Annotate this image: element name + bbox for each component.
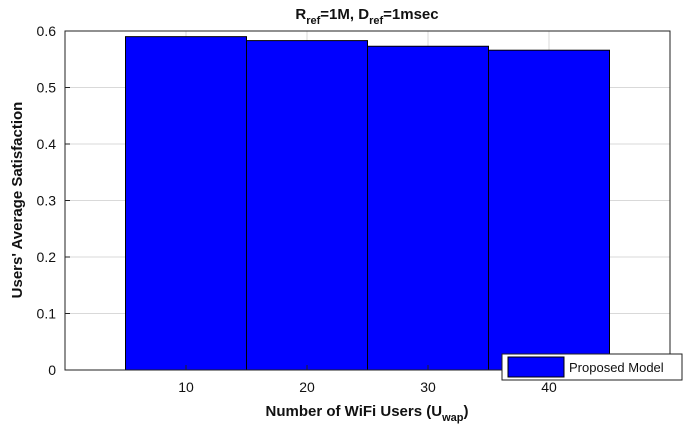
y-tick-label: 0 (48, 362, 56, 378)
chart-title: Rref=1M, Dref=1msec (295, 6, 438, 27)
legend-swatch (507, 356, 565, 378)
y-axis-label: Users' Average Satisfaction (9, 102, 26, 299)
bar-30 (367, 45, 489, 371)
y-ticks: 0 0.1 0.2 0.3 0.4 0.5 0.6 (37, 23, 70, 378)
x-tick-label: 20 (299, 379, 315, 395)
legend: Proposed Model (501, 353, 683, 381)
bar-40 (488, 49, 610, 371)
x-axis-label-main: Number of WiFi Users (U (266, 403, 443, 420)
title-sub-1: ref (306, 15, 320, 27)
y-tick-label: 0.3 (37, 193, 57, 209)
x-tick-label: 10 (178, 379, 194, 395)
bar-20 (246, 40, 368, 371)
x-axis-label: Number of WiFi Users (Uwap) (266, 403, 469, 424)
bar-10 (125, 36, 247, 371)
x-axis-label-end: ) (463, 403, 468, 420)
legend-label: Proposed Model (569, 360, 664, 375)
title-part-main: R (295, 6, 306, 23)
x-axis-label-sub: wap (441, 412, 464, 424)
x-tick-label: 40 (541, 379, 557, 395)
y-tick-label: 0.5 (37, 80, 57, 96)
title-part-end: =1msec (383, 6, 438, 23)
y-tick-label: 0.4 (37, 136, 57, 152)
title-part-mid: =1M, D (320, 6, 369, 23)
y-tick-label: 0.2 (37, 249, 57, 265)
y-tick-label: 0.6 (37, 23, 57, 39)
y-tick-label: 0.1 (37, 306, 57, 322)
x-tick-label: 30 (420, 379, 436, 395)
title-sub-2: ref (369, 15, 383, 27)
bars (125, 36, 610, 371)
